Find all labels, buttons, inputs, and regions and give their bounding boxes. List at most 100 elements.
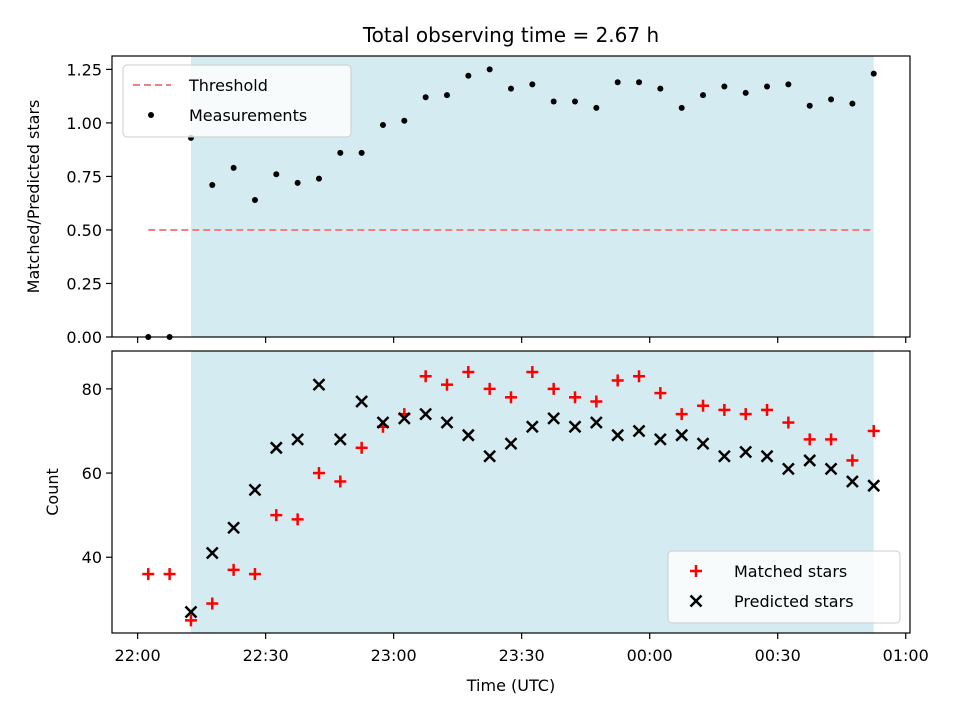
predicted-star-point — [803, 454, 817, 467]
measurement-point — [849, 100, 856, 107]
matched-star-point — [142, 568, 155, 581]
legend-entry: Measurements — [148, 106, 307, 125]
predicted-star-point — [867, 479, 881, 493]
legend: Threshold Measurements — [122, 64, 352, 138]
predicted-star-point — [696, 437, 710, 450]
predicted-star-point — [419, 407, 433, 421]
measurement-point — [337, 149, 344, 156]
predicted-star-point — [568, 420, 582, 434]
predicted-star-point — [760, 449, 774, 463]
predicted-star-point — [184, 605, 198, 619]
predicted-star-point — [397, 411, 411, 425]
matched-star-point — [611, 374, 624, 387]
predicted-star-point — [717, 449, 731, 463]
x-tick-label: 23:00 — [371, 646, 417, 665]
measurement-point — [486, 66, 493, 73]
matched-star-point — [526, 366, 539, 379]
measurement-point — [700, 92, 707, 99]
y-axis-label: Matched/Predicted stars — [24, 100, 43, 294]
measurement-point — [678, 104, 685, 111]
x-tick-label: 22:00 — [115, 646, 161, 665]
predicted-star-point — [483, 449, 497, 463]
predicted-star-point — [846, 475, 859, 488]
y-tick-label: 40 — [82, 548, 102, 567]
y-tick-label: 1.25 — [66, 60, 102, 79]
predicted-star-point — [461, 428, 475, 442]
predicted-star-point — [312, 378, 326, 392]
matched-star-point — [334, 475, 347, 488]
measurement-point — [721, 83, 728, 90]
chart-title: Total observing time = 2.67 h — [362, 23, 659, 47]
y-tick-label: 80 — [82, 380, 102, 399]
measurement-point — [273, 171, 280, 178]
measurement-point — [294, 179, 301, 186]
legend-entry: Threshold — [133, 76, 268, 95]
measurement-point — [358, 149, 365, 156]
predicted-star-point — [205, 546, 219, 560]
matched-star-point — [654, 387, 667, 400]
legend-entry: Predicted stars — [689, 592, 854, 611]
matched-star-point — [291, 513, 304, 526]
measurement-point — [401, 117, 408, 124]
matched-star-point — [312, 467, 325, 480]
measurement-point — [614, 79, 621, 86]
y-tick-label: 0.50 — [66, 221, 102, 240]
matched-star-point — [739, 408, 752, 421]
measurement-point — [465, 72, 472, 79]
measurement-point — [742, 89, 749, 96]
predicted-star-point — [525, 420, 539, 434]
matched-star-point — [206, 597, 219, 610]
predicted-star-point — [248, 483, 262, 497]
measurement-point — [636, 79, 643, 86]
top-panel-ratio: 0.00 0.25 0.50 0.75 1.00 1.25 Matched/Predicte… — [24, 55, 911, 347]
x-tick-label: 00:00 — [627, 646, 673, 665]
legend-box — [667, 550, 901, 624]
predicted-star-point — [355, 395, 369, 408]
legend-label: Threshold — [188, 76, 268, 95]
axes-frame — [111, 350, 911, 634]
measurement-point — [657, 85, 664, 92]
measurement-point — [785, 81, 792, 88]
measurement-point — [593, 104, 600, 111]
legend-box — [122, 64, 352, 138]
x-tick-label: 01:00 — [883, 646, 929, 665]
y-tick-label: 0.75 — [66, 167, 102, 186]
matched-star-point — [248, 568, 261, 581]
matched-star-point — [697, 399, 710, 412]
matched-star-point — [867, 424, 880, 437]
y-tick-label: 60 — [82, 464, 102, 483]
measurement-point — [379, 122, 386, 129]
matched-star-point — [547, 382, 560, 395]
x-axis-label: Time (UTC) — [466, 676, 555, 695]
matched-star-point — [825, 433, 838, 446]
legend-label: Predicted stars — [734, 592, 854, 611]
predicted-star-point — [376, 416, 390, 429]
legend-entry: Matched stars — [690, 562, 847, 581]
matched-star-point — [419, 370, 432, 383]
legend-measurement-swatch — [148, 112, 154, 118]
measurement-point — [550, 98, 557, 105]
measurement-point — [764, 83, 771, 90]
matched-star-point — [590, 395, 603, 408]
matched-star-point — [675, 408, 688, 421]
y-tick-label: 0.25 — [66, 274, 102, 293]
predicted-star-point — [781, 462, 795, 476]
legend: Matched stars Predicted stars — [667, 550, 901, 624]
predicted-star-point — [653, 433, 667, 446]
matched-star-point — [483, 382, 496, 395]
predicted-star-point — [589, 416, 603, 429]
measurement-point — [209, 181, 216, 188]
matched-star-point — [803, 433, 816, 446]
measurement-point — [572, 98, 579, 105]
x-tick-label: 22:30 — [243, 646, 289, 665]
legend-predicted-swatch — [689, 594, 703, 608]
matched-star-point — [718, 403, 731, 416]
measurement-point — [251, 196, 258, 203]
measurement-point — [806, 102, 813, 109]
measurement-point — [870, 70, 877, 77]
x-tick-label: 00:30 — [755, 646, 801, 665]
predicted-star-point — [675, 428, 689, 442]
measurement-point — [508, 85, 514, 92]
measurement-point — [315, 175, 322, 182]
